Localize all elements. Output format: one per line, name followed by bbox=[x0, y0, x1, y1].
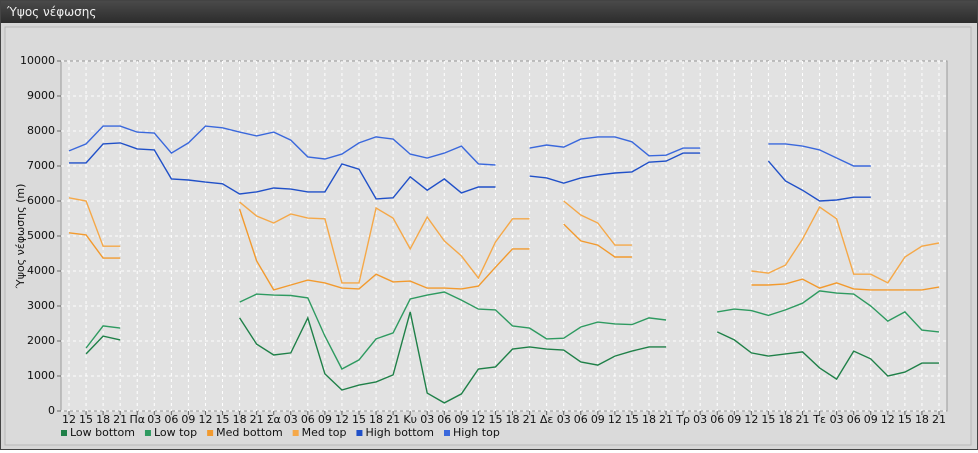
series-line bbox=[68, 125, 871, 167]
x-tick-label: 06 bbox=[710, 413, 724, 426]
x-tick-label: Κυ bbox=[403, 413, 417, 426]
chart: Ύψος νέφωσης (m) 0 1000 2000 3000 4000 5000 60… bbox=[4, 26, 972, 446]
x-tick-label: 15 bbox=[898, 413, 912, 426]
x-tick-label: 15 bbox=[216, 413, 230, 426]
x-tick-label: 12 bbox=[471, 413, 485, 426]
x-tick-label: 18 bbox=[642, 413, 656, 426]
x-tick-label: 09 bbox=[727, 413, 741, 426]
y-tick-label: 7000 bbox=[27, 159, 55, 172]
x-tick-label: Πα bbox=[129, 413, 145, 426]
y-tick-label: 3000 bbox=[27, 299, 55, 312]
x-tick-label: 09 bbox=[318, 413, 332, 426]
legend-swatch bbox=[61, 430, 67, 436]
x-tick-label: 15 bbox=[488, 413, 502, 426]
x-tick-label: 06 bbox=[847, 413, 861, 426]
x-tick-label: 03 bbox=[284, 413, 298, 426]
x-tick-label: 03 bbox=[420, 413, 434, 426]
x-tick-label: 09 bbox=[454, 413, 468, 426]
x-tick-label: Τε bbox=[812, 413, 826, 426]
y-tick-label: 9000 bbox=[27, 89, 55, 102]
series-line bbox=[85, 311, 939, 404]
legend-label: Med bottom bbox=[216, 426, 283, 439]
y-tick-label: 1000 bbox=[27, 369, 55, 382]
x-tick-label: 12 bbox=[335, 413, 349, 426]
x-tick-label: 12 bbox=[198, 413, 212, 426]
legend-label: High bottom bbox=[365, 426, 434, 439]
legend-label: Low top bbox=[154, 426, 197, 439]
y-tick-label: 0 bbox=[48, 404, 55, 417]
x-tick-label: 21 bbox=[386, 413, 400, 426]
x-tick-label: 12 bbox=[744, 413, 758, 426]
y-tick-label: 2000 bbox=[27, 334, 55, 347]
x-tick-label: 18 bbox=[506, 413, 520, 426]
x-tick-label: 21 bbox=[113, 413, 127, 426]
y-tick-label: 8000 bbox=[27, 124, 55, 137]
x-tick-label: 21 bbox=[523, 413, 537, 426]
x-tick-label: 06 bbox=[301, 413, 315, 426]
x-tick-label: 15 bbox=[625, 413, 639, 426]
x-tick-label: 15 bbox=[761, 413, 775, 426]
x-tick-label: 21 bbox=[932, 413, 946, 426]
x-tick-label: 18 bbox=[778, 413, 792, 426]
legend-label: Low bottom bbox=[70, 426, 135, 439]
x-tick-label: 03 bbox=[830, 413, 844, 426]
x-tick-label: 18 bbox=[96, 413, 110, 426]
y-tick-label: 5000 bbox=[27, 229, 55, 242]
x-tick-label: 06 bbox=[437, 413, 451, 426]
x-tick-label: 12 bbox=[62, 413, 76, 426]
x-tick-label: 03 bbox=[557, 413, 571, 426]
y-tick-label: 6000 bbox=[27, 194, 55, 207]
y-tick-label: 4000 bbox=[27, 264, 55, 277]
x-tick-label: 06 bbox=[574, 413, 588, 426]
x-tick-label: 18 bbox=[369, 413, 383, 426]
x-tick-label: Σα bbox=[267, 413, 281, 426]
legend-label: Med top bbox=[302, 426, 347, 439]
x-tick-label: 06 bbox=[164, 413, 178, 426]
x-tick-label: 09 bbox=[864, 413, 878, 426]
x-tick-label: 18 bbox=[915, 413, 929, 426]
legend-swatch bbox=[207, 430, 214, 436]
x-tick-label: 12 bbox=[881, 413, 895, 426]
x-tick-label: 15 bbox=[352, 413, 366, 426]
x-tick-label: 18 bbox=[233, 413, 247, 426]
x-tick-label: 09 bbox=[181, 413, 195, 426]
x-tick-label: 03 bbox=[147, 413, 161, 426]
x-tick-label: 09 bbox=[591, 413, 605, 426]
x-tick-label: 15 bbox=[79, 413, 93, 426]
y-tick-label: 10000 bbox=[20, 54, 55, 67]
x-tick-label: 21 bbox=[659, 413, 673, 426]
x-tick-label: 12 bbox=[608, 413, 622, 426]
legend-swatch bbox=[444, 430, 450, 436]
legend-swatch bbox=[144, 430, 151, 436]
series-line bbox=[68, 208, 940, 291]
x-tick-label: 03 bbox=[693, 413, 707, 426]
x-tick-label: Δε bbox=[540, 413, 554, 426]
y-axis-label: Ύψος νέφωσης (m) bbox=[14, 184, 27, 290]
x-tick-label: 21 bbox=[796, 413, 810, 426]
series-line bbox=[69, 142, 871, 202]
x-tick-label: Τρ bbox=[675, 413, 690, 426]
legend-swatch bbox=[292, 430, 299, 436]
legend-swatch bbox=[356, 430, 363, 436]
series-line bbox=[68, 197, 940, 284]
legend-label: High top bbox=[453, 426, 500, 439]
series-line bbox=[85, 290, 940, 370]
chart-title: Ύψος νέφωσης bbox=[1, 1, 977, 23]
x-tick-label: 21 bbox=[250, 413, 264, 426]
